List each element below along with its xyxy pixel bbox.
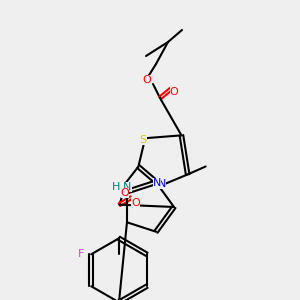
Text: H: H [112, 182, 121, 192]
Text: S: S [140, 135, 147, 145]
Text: O: O [131, 198, 140, 208]
Text: N: N [158, 179, 166, 189]
Text: N: N [123, 182, 132, 192]
Text: O: O [142, 75, 152, 85]
Text: O: O [169, 87, 178, 97]
Text: F: F [78, 249, 84, 259]
Text: O: O [121, 188, 129, 198]
Text: N: N [153, 178, 161, 188]
